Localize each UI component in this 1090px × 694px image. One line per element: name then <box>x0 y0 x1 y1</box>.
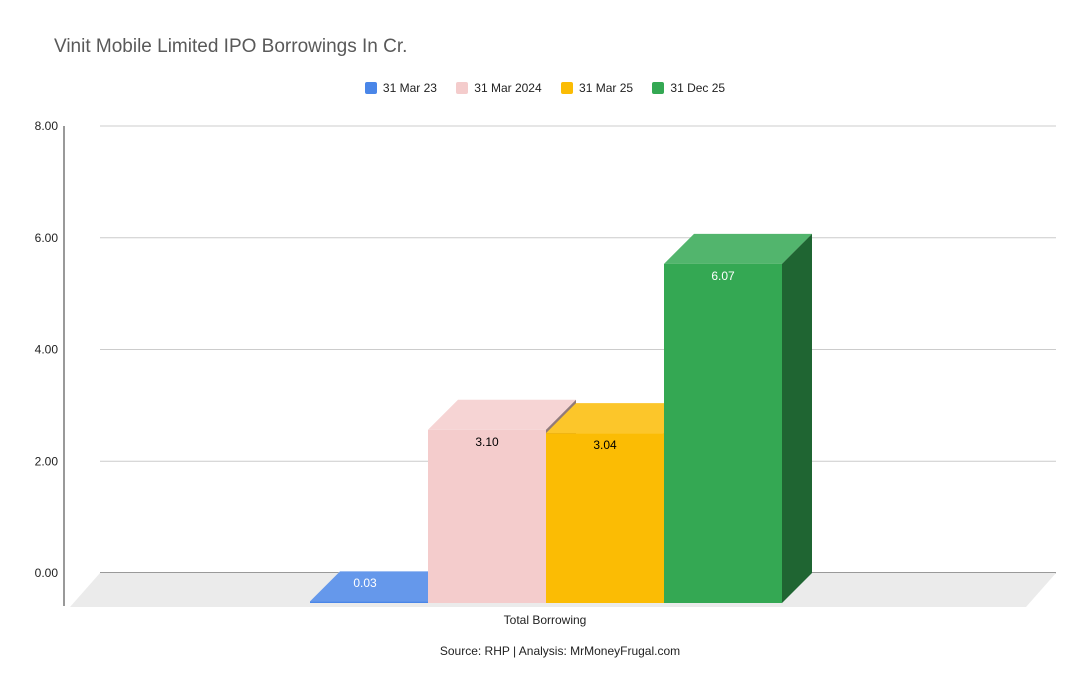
bar-side-face <box>782 233 812 603</box>
legend-item[interactable]: 31 Mar 25 <box>561 81 633 95</box>
legend-item[interactable]: 31 Mar 23 <box>364 80 437 95</box>
bar-side-face <box>664 403 694 603</box>
source-note: Source: RHP | Analysis: MrMoneyFrugal.co… <box>439 644 681 658</box>
bar <box>546 433 664 603</box>
y-tick-label: 2.00 <box>35 454 59 468</box>
bar-top-face <box>428 399 576 430</box>
y-tick-label: 4.00 <box>35 343 59 357</box>
floor <box>70 573 1056 607</box>
y-tick-label: 8.00 <box>35 119 59 133</box>
bar <box>310 601 428 603</box>
legend-swatch <box>561 81 574 94</box>
legend-swatch <box>456 81 469 94</box>
bar-side-face <box>546 399 576 603</box>
legend-label: 31 Mar 23 <box>382 80 437 95</box>
bar <box>428 429 546 603</box>
legend: 31 Mar 23 31 Mar 2024 31 Mar 25 31 Dec 2… <box>0 80 1090 95</box>
bar-top-face <box>546 403 694 434</box>
y-tick-label: 0.00 <box>35 566 59 580</box>
chart-title: Vinit Mobile Limited IPO Borrowings In C… <box>54 36 408 57</box>
data-label: 3.10 <box>475 435 499 449</box>
legend-label: 31 Dec 25 <box>670 80 726 95</box>
legend-label: 31 Mar 25 <box>579 80 634 95</box>
bar-top-face <box>310 571 458 602</box>
legend-item[interactable]: 31 Mar 2024 <box>456 80 542 95</box>
bar <box>664 263 782 603</box>
data-label: 6.07 <box>711 269 735 283</box>
legend-swatch <box>364 81 377 94</box>
data-label: 0.03 <box>353 576 377 590</box>
legend-item[interactable]: 31 Dec 25 <box>652 81 725 95</box>
bar-side-face <box>428 571 458 603</box>
bar-top-face <box>664 233 812 264</box>
y-tick-label: 6.00 <box>35 231 59 245</box>
legend-label: 31 Mar 2024 <box>474 80 542 95</box>
data-label: 3.04 <box>593 438 617 452</box>
legend-swatch <box>652 81 665 94</box>
x-tick-label: Total Borrowing <box>504 613 587 627</box>
